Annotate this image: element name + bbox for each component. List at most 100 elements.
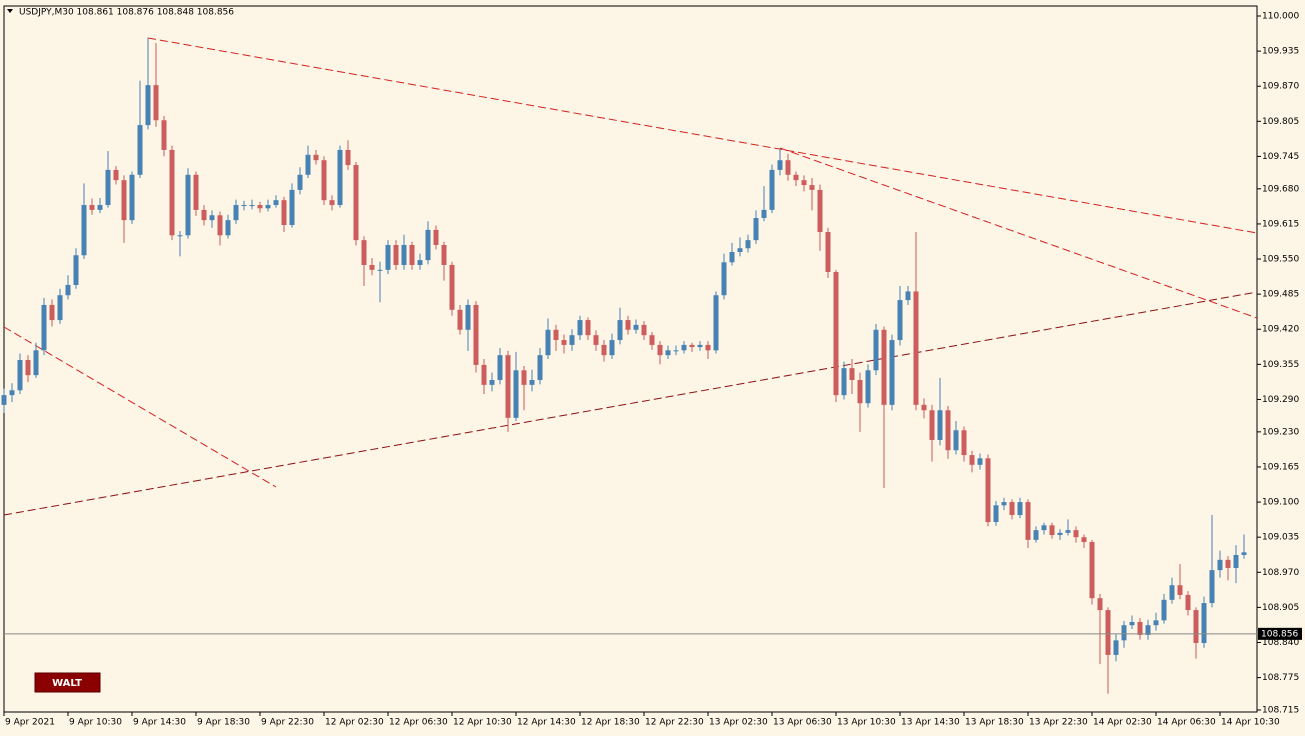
candle-body [289, 189, 295, 226]
candle-body [689, 344, 695, 348]
candle-body [745, 240, 751, 249]
candle-body [105, 169, 111, 206]
candle-body [1065, 530, 1071, 533]
x-tick-label: 13 Apr 18:30 [965, 718, 1024, 728]
candle-body [737, 248, 743, 253]
candle-body [433, 229, 439, 245]
candle-body [249, 205, 255, 207]
candle-body [1169, 585, 1175, 600]
candle-body [1153, 620, 1159, 626]
y-tick-label: 109.355 [1262, 360, 1299, 370]
x-tick-label: 12 Apr 06:30 [389, 718, 448, 728]
candle-body [145, 85, 151, 126]
candle-body [513, 370, 519, 418]
y-tick-label: 109.805 [1262, 117, 1299, 127]
candle-body [857, 380, 863, 404]
candle-body [665, 350, 671, 356]
x-tick-label: 14 Apr 06:30 [1157, 718, 1216, 728]
candle-body [1177, 585, 1183, 595]
plot-frame [3, 5, 1258, 713]
candle-body [985, 458, 991, 523]
candle-body [129, 174, 135, 221]
candle-body [1121, 625, 1127, 641]
x-tick-label: 9 Apr 10:30 [69, 718, 122, 728]
candle-body [33, 350, 39, 376]
walt-button-label[interactable]: WALT [52, 678, 82, 689]
x-tick-label: 13 Apr 14:30 [901, 718, 960, 728]
trend-line [147, 37, 1258, 234]
candle-body [297, 174, 303, 190]
y-tick-label: 108.775 [1262, 673, 1299, 683]
candle-body [49, 304, 55, 321]
candle-body [417, 260, 423, 265]
candle-body [233, 205, 239, 221]
y-tick-label: 109.165 [1262, 462, 1299, 472]
candle-body [305, 154, 311, 175]
candle-body [641, 324, 647, 336]
candle-body [9, 390, 15, 396]
candle-body [553, 329, 559, 341]
y-tick-label: 109.420 [1262, 325, 1299, 335]
candle-body [169, 149, 175, 236]
candle-body [753, 217, 759, 241]
x-tick-label: 14 Apr 02:30 [1093, 718, 1152, 728]
candle-body [257, 205, 263, 209]
candle-body [177, 235, 183, 237]
y-tick-label: 109.680 [1262, 184, 1299, 194]
y-tick-label: 109.550 [1262, 255, 1299, 265]
candle-body [185, 174, 191, 236]
candle-body [609, 340, 615, 356]
candle-body [825, 232, 831, 272]
x-tick-label: 12 Apr 02:30 [325, 718, 384, 728]
last-price-label: 108.856 [1261, 629, 1298, 639]
candle-body [713, 295, 719, 351]
candle-body [1025, 502, 1031, 540]
candle-body [585, 320, 591, 336]
candle-body [625, 320, 631, 330]
candle-body [881, 329, 887, 405]
candle-body [929, 410, 935, 440]
candle-body [1161, 599, 1167, 621]
candle-body [529, 380, 535, 385]
candle-body [457, 309, 463, 330]
y-tick-label: 109.485 [1262, 290, 1299, 300]
candle-body [953, 430, 959, 451]
candle-body [321, 160, 327, 201]
candle-body [369, 264, 375, 270]
candle-body [1097, 598, 1103, 611]
candle-body [1049, 525, 1055, 536]
menu-arrow[interactable] [7, 9, 13, 13]
candle-body [961, 430, 967, 456]
candle-body [1041, 525, 1047, 531]
x-tick-label: 14 Apr 10:30 [1221, 718, 1280, 728]
candle-body [161, 120, 167, 150]
y-tick-label: 109.290 [1262, 395, 1299, 405]
candle-body [473, 304, 479, 365]
chart-title: USDJPY,M30 108.861 108.876 108.848 108.8… [19, 8, 234, 18]
candle-body [913, 291, 919, 405]
x-tick-label: 9 Apr 22:30 [261, 718, 314, 728]
candle-body [1209, 570, 1215, 604]
y-tick-label: 110.000 [1262, 12, 1299, 22]
candle-body [393, 244, 399, 265]
candle-body [873, 329, 879, 371]
candle-body [1241, 552, 1247, 555]
candle-body [41, 304, 47, 351]
candle-body [193, 174, 199, 210]
candle-body [921, 404, 927, 411]
candle-body [817, 189, 823, 233]
candle-body [1089, 542, 1095, 599]
candle-body [697, 344, 703, 348]
candle-body [1225, 559, 1231, 568]
candle-body [497, 355, 503, 381]
candle-body [1137, 621, 1143, 635]
walt-button[interactable] [34, 672, 101, 693]
candle-body [385, 244, 391, 270]
candle-body [721, 262, 727, 296]
candle-body [17, 360, 23, 391]
candle-body [1057, 532, 1063, 536]
candle-body [657, 344, 663, 356]
candle-body [993, 505, 999, 523]
